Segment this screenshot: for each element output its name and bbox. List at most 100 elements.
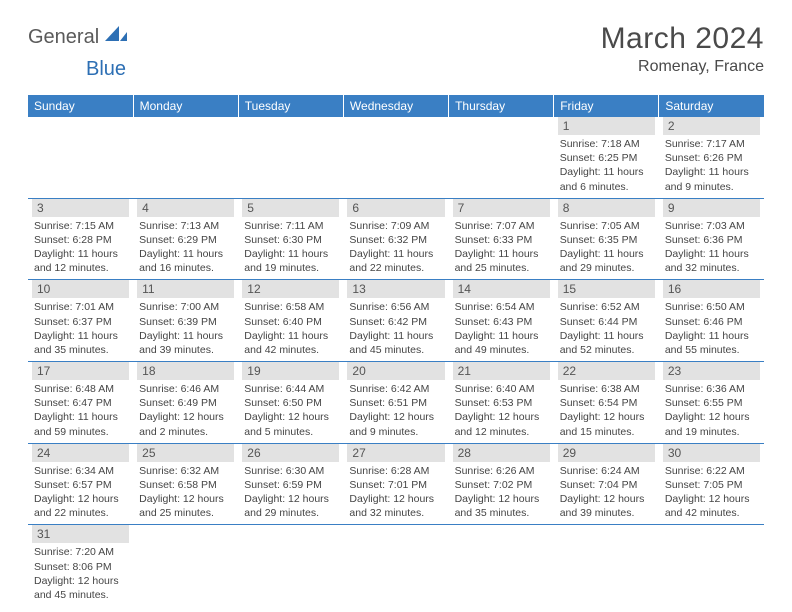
day-number: 15 — [558, 280, 655, 298]
sun-info: Sunrise: 6:32 AMSunset: 6:58 PMDaylight:… — [137, 464, 234, 521]
day-number: 14 — [453, 280, 550, 298]
calendar-cell: 13Sunrise: 6:56 AMSunset: 6:42 PMDayligh… — [343, 280, 448, 362]
sun-info: Sunrise: 7:05 AMSunset: 6:35 PMDaylight:… — [558, 219, 655, 276]
calendar-cell: 27 Sunrise: 6:28 AMSunset: 7:01 PMDayligh… — [343, 443, 448, 525]
day-number: 3 — [32, 199, 129, 217]
day-number: 22 — [558, 362, 655, 380]
calendar-week-row: 24 Sunrise: 6:34 AMSunset: 6:57 PMDayligh… — [28, 443, 764, 525]
day-number: 8 — [558, 199, 655, 217]
day-number: 23 — [663, 362, 760, 380]
calendar-cell: 7 Sunrise: 7:07 AMSunset: 6:33 PMDaylight… — [449, 198, 554, 280]
weekday-header-row: SundayMondayTuesdayWednesdayThursdayFrid… — [28, 95, 764, 117]
sun-info: Sunrise: 7:07 AMSunset: 6:33 PMDaylight:… — [453, 219, 550, 276]
calendar-cell: 3 Sunrise: 7:15 AMSunset: 6:28 PMDaylight… — [28, 198, 133, 280]
brand-logo: General — [28, 22, 129, 49]
calendar-cell: 12 Sunrise: 6:58 AMSunset: 6:40 PMDayligh… — [238, 280, 343, 362]
sun-info: Sunrise: 7:09 AMSunset: 6:32 PMDaylight:… — [347, 219, 444, 276]
day-number: 20 — [347, 362, 444, 380]
day-number: 19 — [242, 362, 339, 380]
weekday-header: Monday — [133, 95, 238, 117]
calendar-cell: 19 Sunrise: 6:44 AMSunset: 6:50 PMDayligh… — [238, 362, 343, 444]
sun-info: Sunrise: 6:54 AMSunset: 6:43 PMDaylight:… — [453, 300, 550, 357]
day-number: 16 — [663, 280, 760, 298]
day-number: 28 — [453, 444, 550, 462]
calendar-cell: 22Sunrise: 6:38 AMSunset: 6:54 PMDayligh… — [554, 362, 659, 444]
day-number: 13 — [347, 280, 444, 298]
day-number: 9 — [663, 199, 760, 217]
title-block: March 2024 Romenay, France — [601, 22, 764, 76]
day-number: 24 — [32, 444, 129, 462]
calendar-cell: 15 Sunrise: 6:52 AMSunset: 6:44 PMDayligh… — [554, 280, 659, 362]
sun-info: Sunrise: 6:30 AMSunset: 6:59 PMDaylight:… — [242, 464, 339, 521]
calendar-cell: 1Sunrise: 7:18 AMSunset: 6:25 PMDaylight… — [554, 117, 659, 198]
calendar-cell: 9 Sunrise: 7:03 AMSunset: 6:36 PMDaylight… — [659, 198, 764, 280]
calendar-week-row: 10Sunrise: 7:01 AMSunset: 6:37 PMDayligh… — [28, 280, 764, 362]
weekday-header: Friday — [554, 95, 659, 117]
calendar-cell — [133, 117, 238, 198]
calendar-cell: 29 Sunrise: 6:24 AMSunset: 7:04 PMDayligh… — [554, 443, 659, 525]
day-number: 7 — [453, 199, 550, 217]
sun-info: Sunrise: 6:50 AMSunset: 6:46 PMDaylight:… — [663, 300, 760, 357]
brand-sail-icon — [105, 26, 127, 49]
brand-text-1: General — [28, 26, 99, 49]
sun-info: Sunrise: 7:01 AMSunset: 6:37 PMDaylight:… — [32, 300, 129, 357]
calendar-week-row: 1Sunrise: 7:18 AMSunset: 6:25 PMDaylight… — [28, 117, 764, 198]
location-label: Romenay, France — [601, 58, 764, 76]
calendar-cell: 25 Sunrise: 6:32 AMSunset: 6:58 PMDayligh… — [133, 443, 238, 525]
calendar-cell — [238, 525, 343, 606]
sun-info: Sunrise: 7:13 AMSunset: 6:29 PMDaylight:… — [137, 219, 234, 276]
sun-info: Sunrise: 7:00 AMSunset: 6:39 PMDaylight:… — [137, 300, 234, 357]
sun-info: Sunrise: 7:18 AMSunset: 6:25 PMDaylight:… — [558, 137, 655, 194]
sun-info: Sunrise: 7:11 AMSunset: 6:30 PMDaylight:… — [242, 219, 339, 276]
calendar-cell — [28, 117, 133, 198]
day-number: 30 — [663, 444, 760, 462]
calendar-cell: 18 Sunrise: 6:46 AMSunset: 6:49 PMDayligh… — [133, 362, 238, 444]
sun-info: Sunrise: 6:58 AMSunset: 6:40 PMDaylight:… — [242, 300, 339, 357]
sun-info: Sunrise: 6:24 AMSunset: 7:04 PMDaylight:… — [558, 464, 655, 521]
calendar-cell: 2Sunrise: 7:17 AMSunset: 6:26 PMDaylight… — [659, 117, 764, 198]
calendar-table: SundayMondayTuesdayWednesdayThursdayFrid… — [28, 95, 764, 606]
day-number: 27 — [347, 444, 444, 462]
day-number: 6 — [347, 199, 444, 217]
calendar-cell — [238, 117, 343, 198]
sun-info: Sunrise: 6:48 AMSunset: 6:47 PMDaylight:… — [32, 382, 129, 439]
weekday-header: Thursday — [449, 95, 554, 117]
calendar-cell: 17Sunrise: 6:48 AMSunset: 6:47 PMDayligh… — [28, 362, 133, 444]
day-number: 11 — [137, 280, 234, 298]
sun-info: Sunrise: 6:40 AMSunset: 6:53 PMDaylight:… — [453, 382, 550, 439]
sun-info: Sunrise: 7:03 AMSunset: 6:36 PMDaylight:… — [663, 219, 760, 276]
sun-info: Sunrise: 6:44 AMSunset: 6:50 PMDaylight:… — [242, 382, 339, 439]
calendar-body: 1Sunrise: 7:18 AMSunset: 6:25 PMDaylight… — [28, 117, 764, 606]
day-number: 25 — [137, 444, 234, 462]
day-number: 5 — [242, 199, 339, 217]
calendar-cell: 20Sunrise: 6:42 AMSunset: 6:51 PMDayligh… — [343, 362, 448, 444]
calendar-cell — [449, 525, 554, 606]
calendar-cell: 5 Sunrise: 7:11 AMSunset: 6:30 PMDaylight… — [238, 198, 343, 280]
sun-info: Sunrise: 6:34 AMSunset: 6:57 PMDaylight:… — [32, 464, 129, 521]
calendar-cell: 21Sunrise: 6:40 AMSunset: 6:53 PMDayligh… — [449, 362, 554, 444]
weekday-header: Sunday — [28, 95, 133, 117]
calendar-cell: 10Sunrise: 7:01 AMSunset: 6:37 PMDayligh… — [28, 280, 133, 362]
calendar-cell: 23 Sunrise: 6:36 AMSunset: 6:55 PMDayligh… — [659, 362, 764, 444]
day-number: 29 — [558, 444, 655, 462]
sun-info: Sunrise: 6:28 AMSunset: 7:01 PMDaylight:… — [347, 464, 444, 521]
calendar-cell — [343, 525, 448, 606]
calendar-cell: 24 Sunrise: 6:34 AMSunset: 6:57 PMDayligh… — [28, 443, 133, 525]
day-number: 31 — [32, 525, 129, 543]
sun-info: Sunrise: 6:52 AMSunset: 6:44 PMDaylight:… — [558, 300, 655, 357]
calendar-cell: 11 Sunrise: 7:00 AMSunset: 6:39 PMDayligh… — [133, 280, 238, 362]
day-number: 18 — [137, 362, 234, 380]
calendar-cell — [133, 525, 238, 606]
sun-info: Sunrise: 6:36 AMSunset: 6:55 PMDaylight:… — [663, 382, 760, 439]
calendar-cell — [554, 525, 659, 606]
sun-info: Sunrise: 6:46 AMSunset: 6:49 PMDaylight:… — [137, 382, 234, 439]
calendar-cell: 4Sunrise: 7:13 AMSunset: 6:29 PMDaylight… — [133, 198, 238, 280]
day-number: 12 — [242, 280, 339, 298]
weekday-header: Saturday — [659, 95, 764, 117]
calendar-cell — [343, 117, 448, 198]
calendar-cell: 31Sunrise: 7:20 AMSunset: 8:06 PMDayligh… — [28, 525, 133, 606]
calendar-week-row: 17Sunrise: 6:48 AMSunset: 6:47 PMDayligh… — [28, 362, 764, 444]
day-number: 2 — [663, 117, 760, 135]
sun-info: Sunrise: 7:15 AMSunset: 6:28 PMDaylight:… — [32, 219, 129, 276]
calendar-cell: 8 Sunrise: 7:05 AMSunset: 6:35 PMDaylight… — [554, 198, 659, 280]
